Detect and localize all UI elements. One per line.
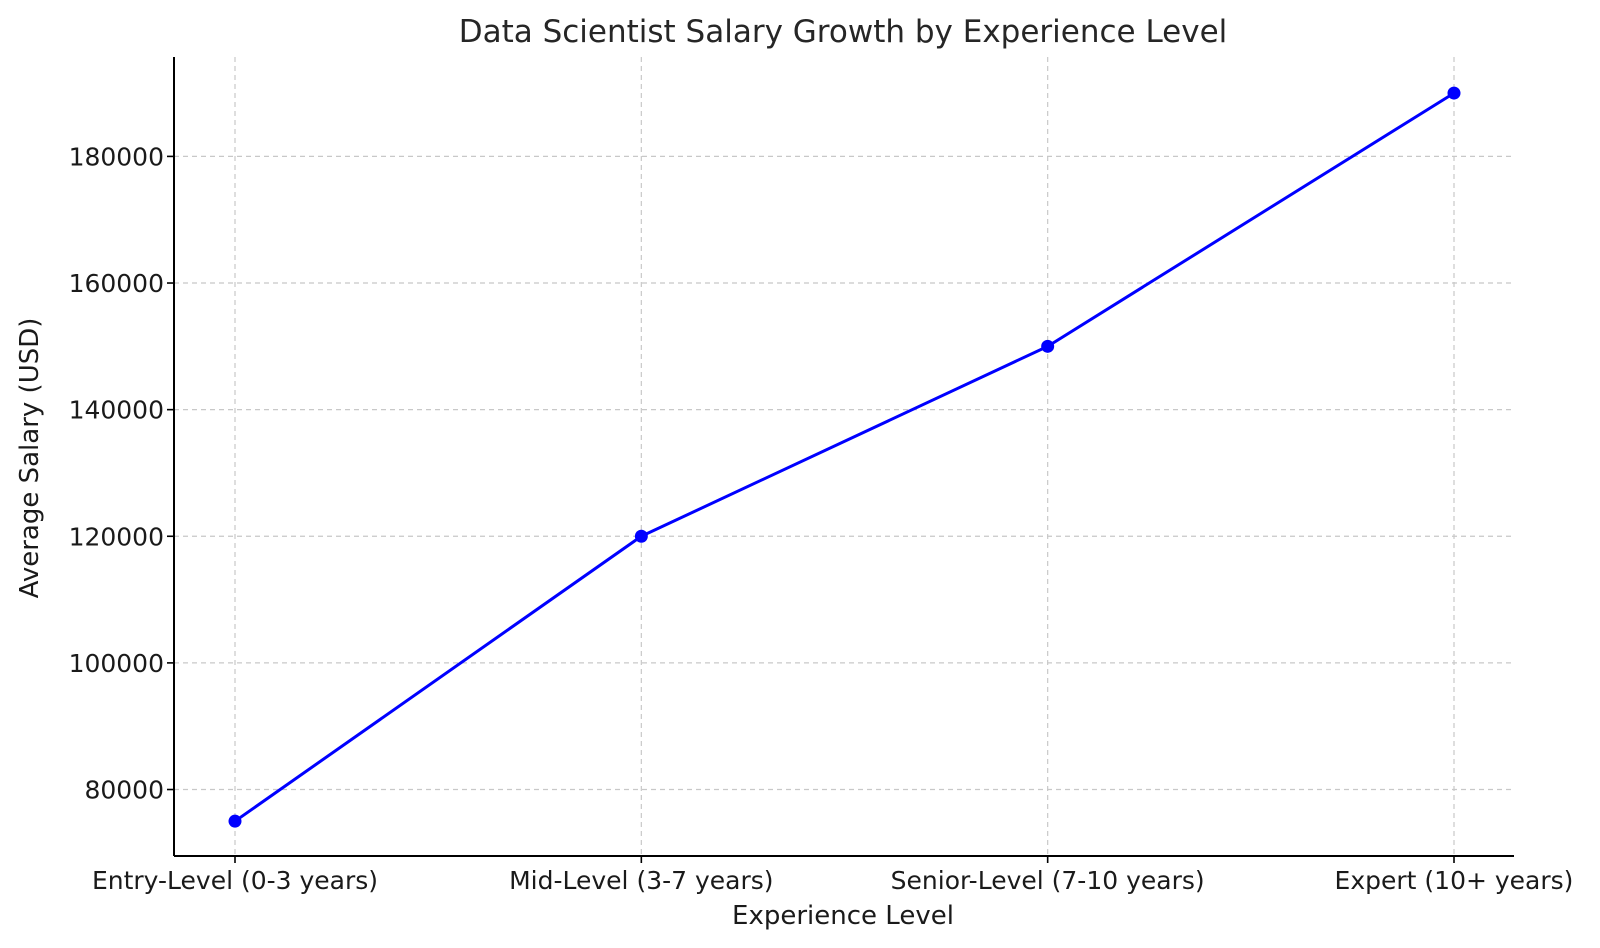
x-tick-label: Senior-Level (7-10 years)	[891, 866, 1205, 895]
data-point	[1041, 339, 1055, 353]
ticks: 80000 100000 120000 140000 160000 180000 Entry…	[69, 142, 1574, 895]
y-tick-label: 100000	[69, 649, 164, 678]
y-tick-label: 160000	[69, 269, 164, 298]
x-tick-label: Mid-Level (3-7 years)	[509, 866, 773, 895]
y-tick-label: 140000	[69, 396, 164, 425]
chart-title: Data Scientist Salary Growth by Experien…	[459, 14, 1228, 50]
series-line	[234, 91, 1455, 823]
axes	[173, 57, 1514, 857]
y-axis-label: Average Salary (USD)	[15, 318, 45, 599]
y-tick-label: 80000	[84, 776, 164, 805]
y-tick-label: 120000	[69, 522, 164, 551]
data-point	[634, 529, 648, 543]
series-layer	[228, 86, 1461, 828]
data-point	[1447, 86, 1461, 100]
y-tick-label: 180000	[69, 142, 164, 171]
data-point	[228, 814, 242, 828]
x-tick-label: Expert (10+ years)	[1335, 866, 1574, 895]
x-axis-label: Experience Level	[732, 901, 954, 931]
grid-lines	[174, 57, 1514, 856]
x-tick-label: Entry-Level (0-3 years)	[92, 866, 378, 895]
